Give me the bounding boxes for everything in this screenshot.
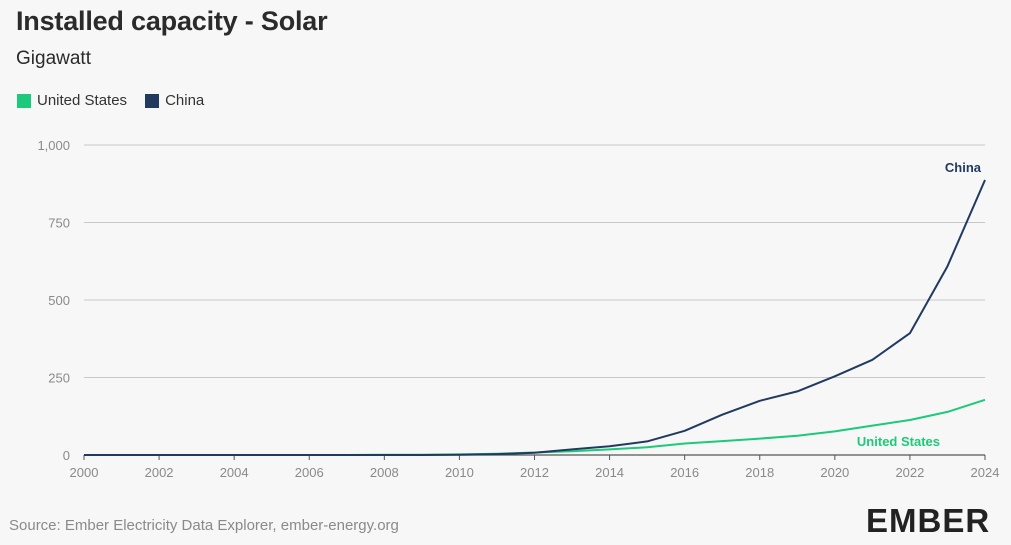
x-tick-label: 2016 [670, 465, 699, 480]
x-tick-label: 2024 [971, 465, 1000, 480]
x-tick-label: 2012 [520, 465, 549, 480]
legend-swatch-china [145, 93, 160, 108]
y-tick-label: 1,000 [37, 138, 70, 153]
x-tick-label: 2022 [895, 465, 924, 480]
legend-label-china: China [165, 92, 205, 109]
y-tick-label: 500 [48, 293, 70, 308]
x-tick-label: 2008 [370, 465, 399, 480]
x-tick-label: 2000 [70, 465, 99, 480]
legend-item-united-states[interactable]: United States [17, 92, 127, 109]
logo-text: EMBER [866, 502, 991, 539]
x-tick-label: 2020 [820, 465, 849, 480]
legend-item-china[interactable]: China [145, 92, 204, 109]
y-tick-label: 750 [48, 216, 70, 231]
legend-swatch-united-states [17, 93, 31, 108]
ember-logo: EMBER [866, 502, 990, 540]
series-line-united-states [84, 398, 986, 456]
legend-label-united-states: United States [37, 92, 128, 109]
legend: United States China [17, 92, 204, 109]
x-tick-label: 2004 [220, 465, 249, 480]
y-tick-label: 0 [63, 448, 70, 463]
x-tick-label: 2010 [445, 465, 474, 480]
source-note: Source: Ember Electricity Data Explorer,… [9, 517, 399, 534]
end-label-united-states: United States [857, 434, 940, 449]
x-tick-label: 2006 [295, 465, 324, 480]
chart-subtitle: Gigawatt [16, 48, 91, 69]
x-tick-label: 2002 [145, 465, 174, 480]
series-line-china [84, 179, 986, 456]
chart-title: Installed capacity - Solar [16, 6, 328, 36]
x-tick-label: 2014 [595, 465, 624, 480]
y-tick-label: 250 [48, 371, 70, 386]
end-label-china: China [945, 160, 982, 175]
x-tick-label: 2018 [745, 465, 774, 480]
